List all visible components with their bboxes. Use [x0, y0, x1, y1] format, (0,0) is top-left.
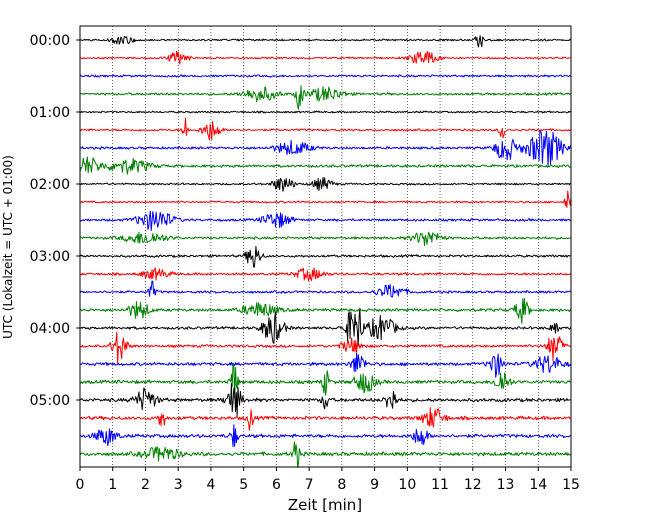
- x-tick-label: 10: [398, 477, 416, 493]
- x-tick-label: 9: [370, 477, 379, 493]
- trace-0545: [79, 441, 572, 468]
- y-axis-label: UTC (Lokalzeit = UTC + 01:00): [1, 155, 15, 339]
- trace-0300: [79, 245, 572, 268]
- trace-layer: [79, 35, 572, 468]
- trace-0130: [79, 130, 572, 168]
- trace-0430: [79, 352, 572, 378]
- y-tick-label: 01:00: [30, 105, 70, 121]
- x-tick-label: 14: [529, 477, 547, 493]
- x-tick-label: 7: [305, 477, 314, 493]
- x-tick-label: 8: [337, 477, 346, 493]
- x-tick-label: 1: [108, 477, 117, 493]
- trace-0115: [79, 117, 572, 141]
- plot-frame: [79, 25, 572, 468]
- trace-0100: [79, 110, 572, 114]
- trace-0245: [79, 231, 572, 247]
- x-axis-ticks: 0 1 2 3 4 5 6 7 8 9 10 11 12 13 14 15: [76, 467, 580, 493]
- y-axis-ticks: 00:00 01:00 02:00 03:00 04:00 05:00: [30, 33, 80, 409]
- y-tick-label: 03:00: [30, 249, 70, 265]
- trace-0500: [79, 383, 572, 417]
- x-tick-label: 15: [562, 477, 580, 493]
- x-tick-label: 12: [464, 477, 482, 493]
- trace-0530: [79, 424, 572, 448]
- trace-0315: [79, 267, 572, 282]
- y-tick-label: 05:00: [30, 393, 70, 409]
- trace-0000: [79, 35, 572, 48]
- x-tick-label: 5: [239, 477, 248, 493]
- x-tick-label: 3: [174, 477, 183, 493]
- y-tick-label: 02:00: [30, 177, 70, 193]
- trace-0415: [79, 331, 572, 364]
- x-tick-label: 4: [206, 477, 215, 493]
- x-axis-label: Zeit [min]: [288, 496, 362, 514]
- x-tick-label: 11: [431, 477, 449, 493]
- trace-0015: [79, 50, 572, 65]
- trace-0215: [79, 190, 572, 208]
- trace-0445: [79, 362, 572, 399]
- trace-0330: [79, 280, 572, 298]
- trace-0515: [79, 407, 572, 431]
- y-tick-label: 04:00: [30, 321, 70, 337]
- x-tick-label: 13: [497, 477, 515, 493]
- trace-0400: [79, 307, 572, 347]
- x-tick-label: 2: [141, 477, 150, 493]
- x-tick-label: 0: [76, 477, 85, 493]
- trace-0045: [79, 85, 572, 110]
- x-tick-label: 6: [272, 477, 281, 493]
- trace-0230: [79, 210, 572, 231]
- trace-0345: [79, 297, 572, 324]
- y-tick-label: 00:00: [30, 33, 70, 49]
- trace-0030: [79, 74, 572, 78]
- trace-0200: [79, 177, 572, 192]
- trace-0145: [79, 156, 572, 175]
